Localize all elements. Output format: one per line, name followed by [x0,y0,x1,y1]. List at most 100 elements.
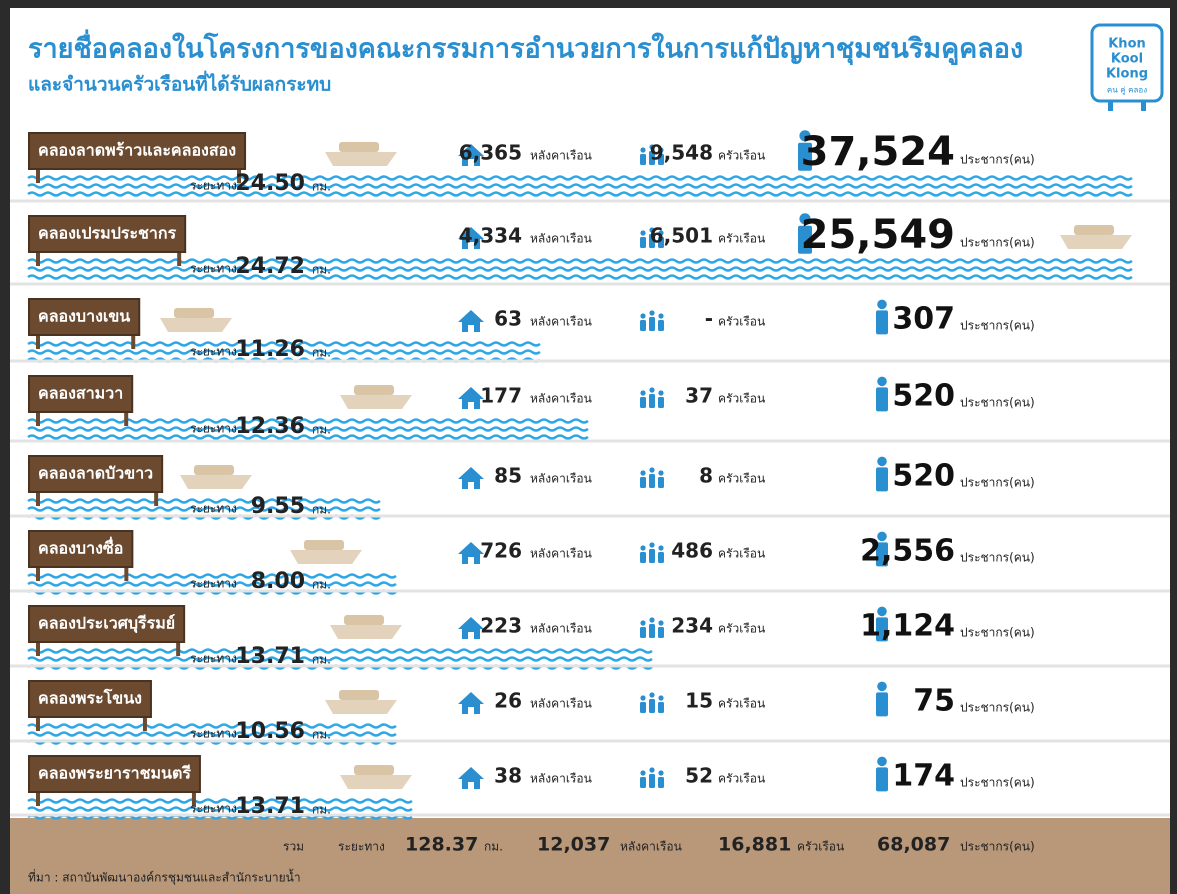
infographic: รายชื่อคลองในโครงการของคณะกรรมการอำนวยกา… [0,0,1177,894]
households-label: ครัวเรือน [718,547,765,561]
boat [325,700,397,714]
total-distance-label: ระยะทาง [338,840,385,854]
canal-name: คลองเปรมประชากร [38,224,177,243]
km-label: กม. [312,728,331,742]
houses-value: 26 [494,689,522,713]
km-label: กม. [312,503,331,517]
houses-label: หลังคาเรือน [530,772,592,786]
population-value: 2,556 [860,534,955,569]
distance-value: 11.26 [235,337,305,362]
people-icon [649,467,654,472]
logo-small: คน คู่ คลอง [1107,86,1147,96]
canal-name: คลองสามวา [38,384,123,403]
households-label: ครัวเรือน [718,697,765,711]
people-icon [640,702,646,713]
households-value: 52 [685,764,713,788]
people-icon [658,470,663,475]
people-icon [649,310,654,315]
person-icon [876,387,888,411]
people-icon [640,154,646,165]
households-value: 6,501 [650,224,713,248]
houses-label: หลังคาเรือน [530,315,592,329]
houses-value: 38 [494,764,522,788]
distance-label: ระยะทาง [190,179,237,193]
total-households-label: ครัวเรือน [797,840,844,854]
people-icon [640,545,645,550]
distance-label: ระยะทาง [190,422,237,436]
population-label: ประชากร(คน) [960,701,1035,715]
people-icon [640,770,645,775]
total-label: รวม [283,840,304,854]
person-icon [877,300,887,310]
people-icon [658,320,664,331]
people-icon [649,549,655,563]
houses-label: หลังคาเรือน [530,472,592,486]
houses-label: หลังคาเรือน [530,547,592,561]
boat [354,385,394,395]
houses-value: 726 [480,539,522,563]
distance-label: ระยะทาง [190,652,237,666]
people-icon [649,767,654,772]
km-label: กม. [312,346,331,360]
person-icon [876,767,888,791]
total-population-label: ประชากร(คน) [960,840,1035,854]
boat [1060,235,1132,249]
km-label: กม. [312,423,331,437]
households-label: ครัวเรือน [718,392,765,406]
people-icon [658,695,663,700]
people-icon [640,390,645,395]
boat [340,395,412,409]
subtitle: และจำนวนครัวเรือนที่ได้รับผลกระทบ [28,71,331,96]
households-label: ครัวเรือน [718,149,765,163]
houses-value: 177 [480,384,522,408]
people-icon [640,320,646,331]
people-icon [640,620,645,625]
km-label: กม. [312,653,331,667]
distance-label: ระยะทาง [190,502,237,516]
households-value: 15 [685,689,713,713]
population-label: ประชากร(คน) [960,396,1035,410]
logo-text: Khon [1108,37,1146,52]
people-icon [658,620,663,625]
boat [194,465,234,475]
population-label: ประชากร(คน) [960,776,1035,790]
total-population: 68,087 [877,834,950,856]
population-label: ประชากร(คน) [960,236,1035,250]
distance-label: ระยะทาง [190,262,237,276]
households-value: 37 [685,384,713,408]
people-icon [640,777,646,788]
canal-name: คลองพระยาราชมนตรี [38,764,191,783]
households-label: ครัวเรือน [718,315,765,329]
people-icon [649,624,655,638]
boat [1074,225,1114,235]
total-km-label: กม. [484,840,503,854]
people-icon [649,774,655,788]
people-icon [649,387,654,392]
title: รายชื่อคลองในโครงการของคณะกรรมการอำนวยกา… [28,29,1023,66]
households-value: 486 [671,539,713,563]
canal-name: คลองลาดบัวขาว [38,464,153,483]
population-label: ประชากร(คน) [960,153,1035,167]
population-label: ประชากร(คน) [960,319,1035,333]
people-icon [649,617,654,622]
people-icon [640,147,645,152]
boat [180,475,252,489]
total-houses: 12,037 [537,834,610,856]
canal-name: คลองบางเขน [38,307,130,326]
households-value: 234 [671,614,713,638]
distance-label: ระยะทาง [190,345,237,359]
houses-value: 223 [480,614,522,638]
logo-text: Klong [1106,67,1148,82]
population-value: 25,549 [801,212,955,258]
people-icon [649,474,655,488]
total-households: 16,881 [718,834,791,856]
km-label: กม. [312,578,331,592]
distance-value: 12.36 [235,414,305,439]
distance-label: ระยะทาง [190,802,237,816]
population-label: ประชากร(คน) [960,551,1035,565]
people-icon [658,313,663,318]
people-icon [658,545,663,550]
households-label: ครัวเรือน [718,232,765,246]
boat [330,625,402,639]
houses-value: 63 [494,307,522,331]
